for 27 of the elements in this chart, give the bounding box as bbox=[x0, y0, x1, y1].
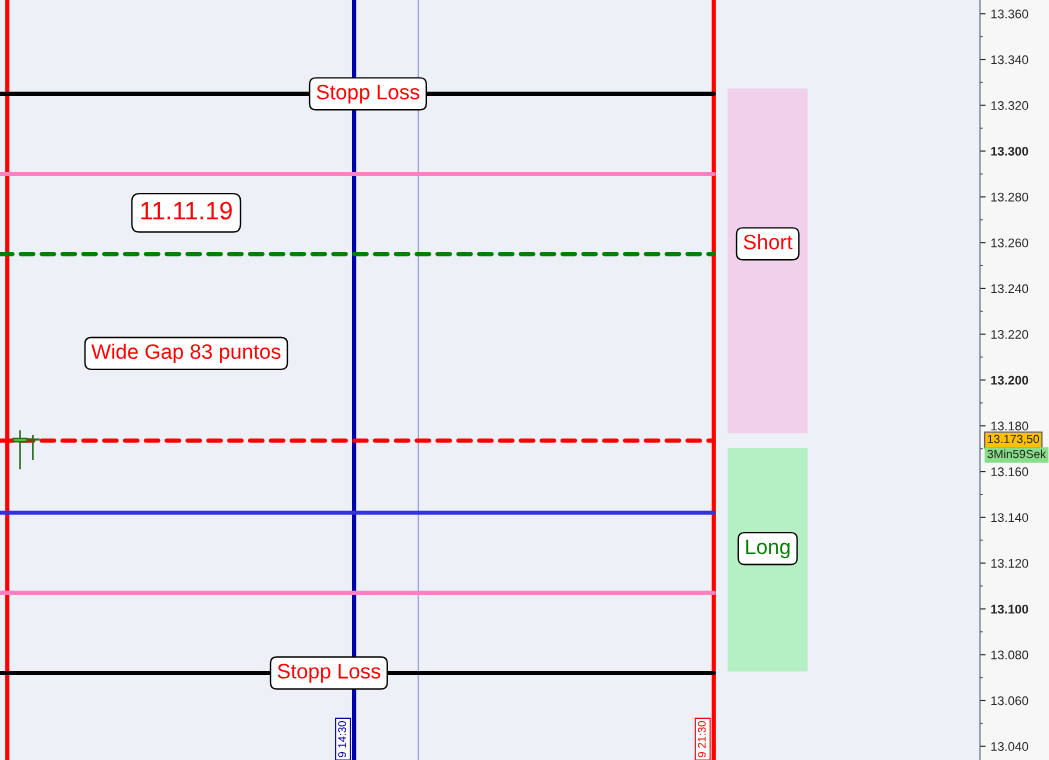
ref-line-label: 9 21:30 bbox=[697, 721, 706, 758]
annotation: 11.11.19 bbox=[141, 201, 232, 220]
y-tick-label: 13.300 bbox=[991, 146, 1029, 156]
y-tick-label: 13.100 bbox=[991, 604, 1029, 614]
band-label: Long bbox=[746, 539, 790, 559]
y-tick-label: 13.140 bbox=[991, 513, 1029, 522]
y-tick-label: 13.220 bbox=[991, 330, 1029, 339]
y-tick-label: 13.180 bbox=[991, 421, 1029, 431]
text: 13.173,50 bbox=[987, 434, 1040, 445]
y-tick-label: 13.160 bbox=[991, 467, 1029, 477]
y-tick-label: 13.320 bbox=[991, 101, 1029, 110]
y-tick-label: 13.260 bbox=[991, 238, 1029, 248]
y-tick-label: 13.060 bbox=[991, 696, 1029, 706]
y-tick-label: 13.360 bbox=[991, 9, 1029, 19]
y-tick-label: 13.280 bbox=[991, 192, 1029, 202]
annotation: Stopp Loss bbox=[316, 84, 420, 104]
y-tick-label: 13.200 bbox=[991, 375, 1029, 385]
y-tick-label: 13.120 bbox=[991, 558, 1029, 568]
y-tick-label: 13.240 bbox=[991, 284, 1029, 294]
y-tick-label: 13.340 bbox=[991, 55, 1029, 65]
annotation: Wide Gap 83 puntos bbox=[91, 343, 281, 364]
ref-line-label: 9 14:30 bbox=[338, 721, 346, 758]
band-label: Short bbox=[743, 234, 793, 250]
annotation: Stopp Loss bbox=[277, 663, 381, 683]
text: 3Min59Sek bbox=[987, 449, 1047, 459]
y-tick-label: 13.080 bbox=[991, 650, 1029, 660]
y-tick-label: 13.040 bbox=[991, 742, 1029, 751]
